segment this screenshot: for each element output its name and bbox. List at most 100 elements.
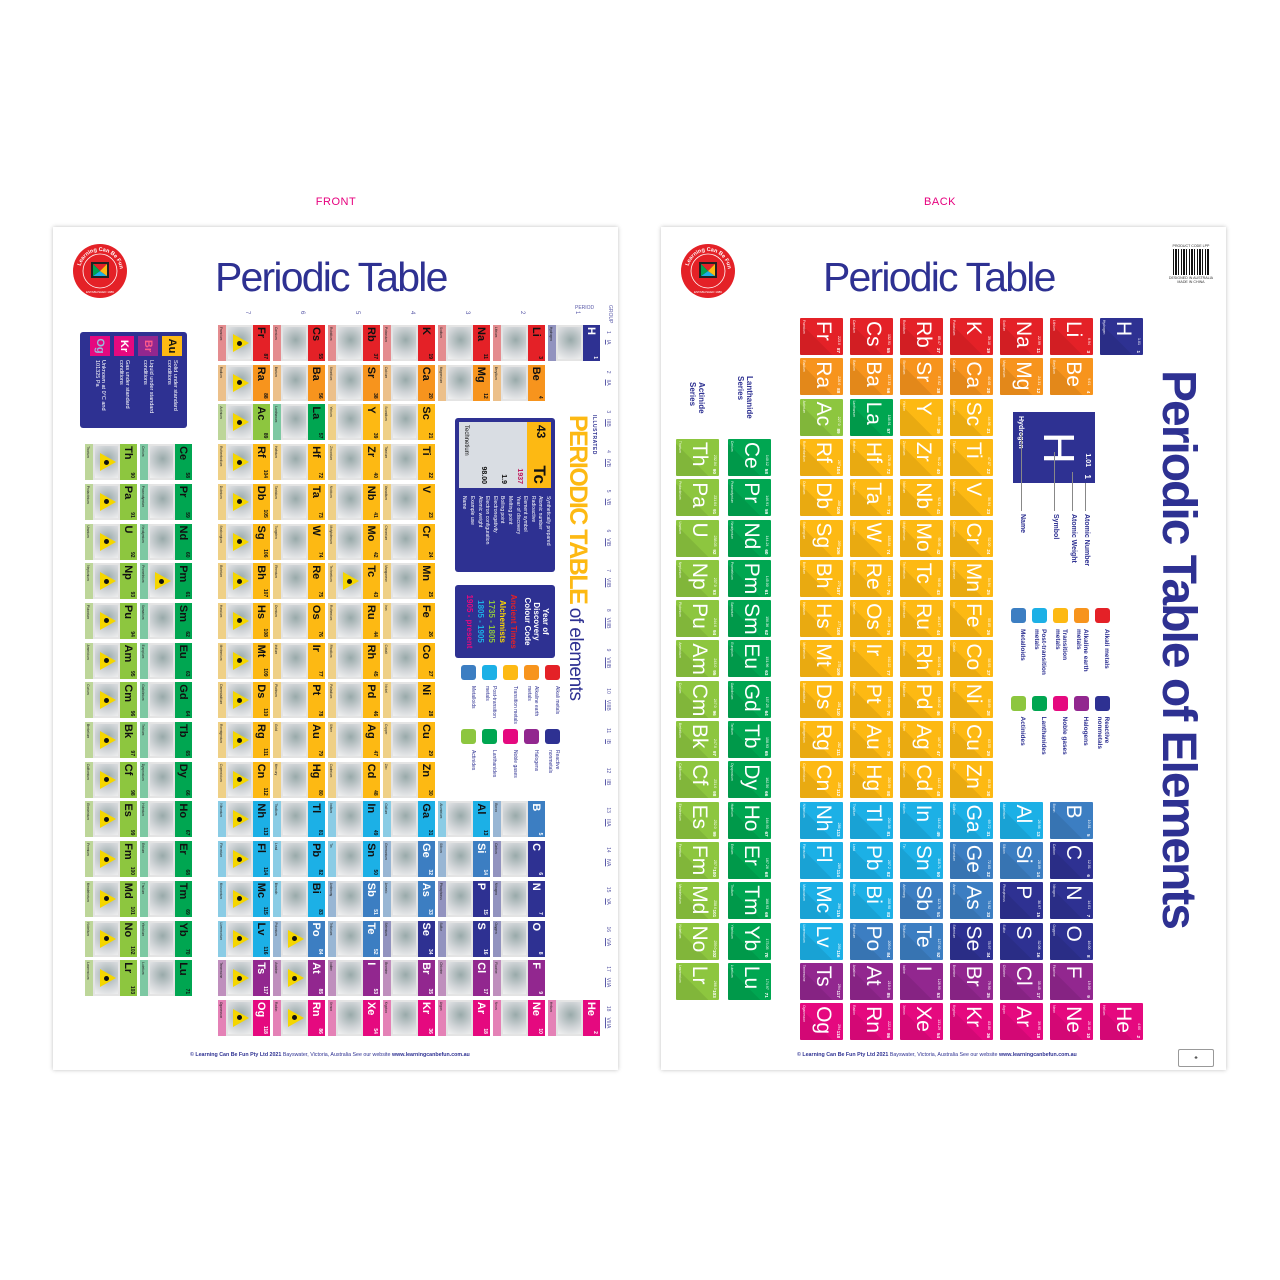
element-symbol: Br <box>962 965 985 987</box>
element-name: Argon <box>1002 1005 1006 1014</box>
element-photo <box>448 366 471 399</box>
element-tile: 33 74.92 As Arsenic <box>950 882 993 920</box>
element-name: Antimony <box>329 882 333 897</box>
actinide-series-label: Actinide Series <box>688 382 706 414</box>
legend-label: Metalloids <box>1019 629 1026 661</box>
element-name: Lead <box>274 843 278 851</box>
element-tile: 85 210.0 At Astatine <box>850 962 893 1000</box>
element-tile: Hg 80 Mercury <box>273 761 325 798</box>
element-name: Iron <box>952 602 956 608</box>
atomic-number: 93 <box>712 589 717 595</box>
atomic-number: 22 <box>427 472 433 479</box>
element-symbol: Re <box>310 565 322 580</box>
group-label: 16 VIA <box>605 927 611 947</box>
element-tile: 118 294 Og Oganesson <box>800 1003 843 1041</box>
element-tile: Mc 115 Moscovium <box>218 880 270 917</box>
element-symbol: Am <box>688 643 711 675</box>
atomic-weight: 91.22 <box>936 456 941 466</box>
element-symbol: Er <box>740 844 763 866</box>
element-symbol: Si <box>1012 844 1035 864</box>
atomic-number: 37 <box>372 353 378 359</box>
element-name: Bismuth <box>274 882 278 895</box>
element-name: Thulium <box>141 882 145 895</box>
element-tile: 25 54.94 Mn Manganese <box>950 559 993 597</box>
element-name: Sulfur <box>1002 924 1006 934</box>
group-roman: IA <box>605 339 611 345</box>
element-photo <box>393 327 416 359</box>
group-number: 5 <box>605 489 611 493</box>
legend-swatch <box>503 729 518 744</box>
group-label: 4 IVB <box>605 450 611 467</box>
element-name: Palladium <box>902 682 906 698</box>
atomic-weight: 158.93 <box>764 737 769 748</box>
element-symbol: Sg <box>812 522 835 549</box>
element-tile: Hs 108 Hassium <box>218 602 270 639</box>
key-label: Element symbol <box>522 496 529 532</box>
element-name: Potassium <box>952 320 956 336</box>
element-name: Neodymium <box>141 525 145 543</box>
atomic-weight: 270 <box>836 580 841 587</box>
atomic-number: 49 <box>936 831 941 837</box>
lanthanide-series-label: Lanthanide Series <box>736 376 754 419</box>
element-tile: Cu 29 Copper <box>383 722 435 758</box>
atomic-number: 29 <box>986 750 991 756</box>
atomic-number: 7 <box>1086 914 1091 918</box>
atomic-number: 96 <box>712 710 717 716</box>
element-name: Magnesium <box>439 366 443 384</box>
legend-item: Halogens <box>518 729 539 793</box>
element-symbol: Nd <box>740 522 763 550</box>
key-number: 1 <box>1083 474 1092 479</box>
element-name: Thulium <box>730 884 734 896</box>
legend-item: Noble gases <box>1047 695 1068 784</box>
radioactive-icon <box>155 572 171 591</box>
element-photo <box>283 525 306 558</box>
atomic-number: 26 <box>427 631 433 637</box>
atomic-number: 103 <box>129 985 135 995</box>
element-tile: 109 278 Mt Meitnerium <box>800 640 843 678</box>
element-photo <box>338 366 361 399</box>
atomic-weight: 22.99 <box>1036 336 1041 345</box>
radioactive-icon <box>233 969 249 988</box>
element-name: Barium <box>852 360 856 371</box>
state-row: Br Liquid under standard conditions <box>138 336 158 424</box>
radioactive-icon <box>100 889 116 908</box>
element-tile: Li 3 Lithium <box>493 325 545 361</box>
atomic-number: 57 <box>317 432 323 439</box>
atomic-number: 52 <box>936 952 941 958</box>
atomic-number: 68 <box>764 871 769 877</box>
element-symbol: Mc <box>812 885 835 914</box>
atomic-number: 90 <box>712 468 717 474</box>
atomic-number: 42 <box>936 549 941 555</box>
element-tile: Lr 103 Lawrencium <box>85 960 137 997</box>
element-symbol: At <box>310 962 322 974</box>
svg-text:ESTABLISHED 1986: ESTABLISHED 1986 <box>86 290 114 294</box>
element-name: Calcium <box>384 366 388 379</box>
element-name: Copper <box>384 724 388 735</box>
element-symbol: Y <box>912 401 935 416</box>
atomic-weight: 20.18 <box>1086 1021 1091 1031</box>
element-tile: 23 50.94 V Vanadium <box>950 479 993 517</box>
atomic-number: 70 <box>764 952 769 958</box>
element-tile: 16 32.06 S Sulfur <box>1000 922 1043 960</box>
radioactive-icon <box>233 1008 249 1027</box>
state-row: Au Solid under standard conditions <box>162 336 182 424</box>
atomic-number: 51 <box>936 912 941 918</box>
element-symbol: Ir <box>310 644 322 652</box>
element-symbol: Bi <box>862 885 885 904</box>
group-label: 1 IA <box>605 331 611 345</box>
atomic-weight: 137.33 <box>886 374 891 386</box>
element-name: Sodium <box>1002 320 1006 332</box>
legend-label: Post-transition metals <box>1033 629 1047 675</box>
atomic-number: 106 <box>836 546 841 555</box>
element-tile: 76 190.23 Os Osmium <box>850 600 893 638</box>
group-label: 8 VIIIB <box>605 609 611 629</box>
element-tile: Co 27 Cobalt <box>383 642 435 679</box>
element-tile: 60 144.24 Nd Neodymium <box>728 519 771 557</box>
group-roman: IVA <box>605 858 611 867</box>
element-symbol: Mt <box>255 644 267 658</box>
element-tile: Cr 24 Chromium <box>383 523 435 560</box>
element-symbol: Pu <box>688 603 711 629</box>
element-symbol: Cn <box>255 763 267 779</box>
atomic-number: 47 <box>372 750 378 756</box>
atomic-weight: 209.0 <box>886 940 891 950</box>
